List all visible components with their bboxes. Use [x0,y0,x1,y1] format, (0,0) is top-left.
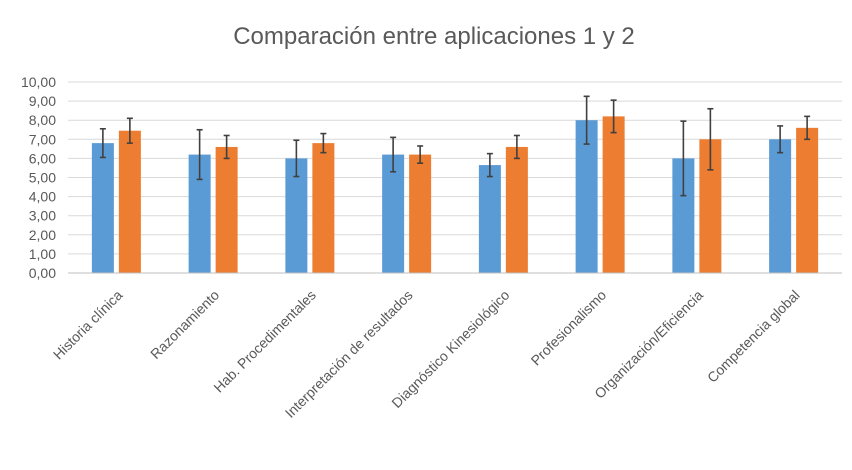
bar-series-2 [602,116,625,273]
error-bar-series-2 [804,115,811,141]
bar-series-1 [478,165,501,273]
y-tick-label: 1,00 [29,246,56,262]
x-tick-label: Razonamiento [147,287,222,362]
error-bar-series-2 [223,134,230,160]
error-bar-series-1 [583,95,590,145]
y-tick-label: 7,00 [29,131,56,147]
y-tick-label: 5,00 [29,170,56,186]
bar-series-2 [796,127,819,273]
chart-title: Comparación entre aplicaciones 1 y 2 [233,23,635,50]
error-bar-series-1 [99,127,106,159]
bar-series-1 [188,154,211,273]
x-tick-label: Organización/Eficiencia [591,287,706,402]
error-bar-series-2 [126,117,133,144]
bar-series-1 [285,158,308,273]
error-bar-series-2 [513,134,520,160]
bar-series-1 [769,139,792,273]
y-tick-label: 9,00 [29,93,56,109]
error-bar-series-1 [777,125,784,154]
error-bar-series-1 [293,139,300,178]
error-bar-series-1 [196,128,203,181]
bar-series-1 [382,154,405,273]
x-tick-label: Historia clínica [50,287,126,363]
error-bars [99,95,811,197]
y-tick-label: 6,00 [29,150,56,166]
x-tick-label: Competencia global [704,287,803,386]
y-axis-tick-labels: 0,00 1,00 2,00 3,00 4,00 5,00 6,00 7,00 8,00 9,00… [21,74,56,281]
bar-series-2 [312,143,335,273]
y-tick-label: 4,00 [29,189,56,205]
gridlines [68,81,842,255]
y-tick-label: 0,00 [29,265,56,281]
error-bar-series-2 [707,107,714,171]
error-bar-series-1 [390,136,397,173]
bar-series-1 [91,143,114,273]
bar-series-2 [118,130,141,273]
y-tick-label: 8,00 [29,112,56,128]
y-tick-label: 2,00 [29,227,56,243]
y-tick-label: 10,00 [21,74,56,90]
bar-series-2 [505,146,528,273]
x-tick-label: Hab. Procedimentales [210,287,319,396]
bar-series-1 [672,158,695,273]
bar-series-2 [215,146,238,273]
bars [91,116,819,273]
error-bar-series-1 [680,120,687,197]
x-tick-label: Profesionalismo [527,287,609,369]
error-bar-series-2 [417,145,424,164]
y-tick-label: 3,00 [29,208,56,224]
error-bar-series-2 [320,132,327,154]
bar-series-2 [699,139,722,273]
error-bar-series-2 [610,99,617,134]
bar-series-1 [575,120,598,273]
bar-series-2 [409,154,432,273]
error-bar-series-1 [486,152,493,178]
